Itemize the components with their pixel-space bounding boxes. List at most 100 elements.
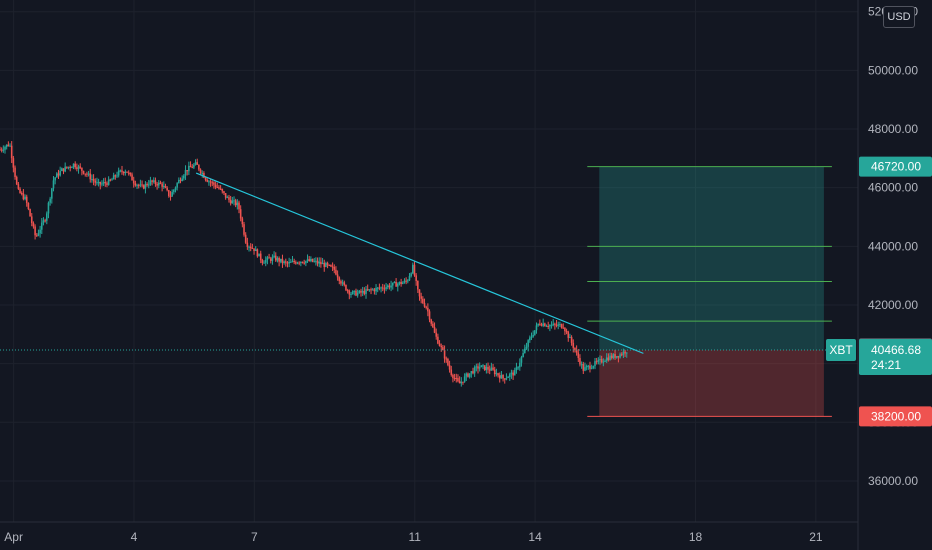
- candle-body: [4, 146, 6, 150]
- candle-body: [569, 337, 571, 339]
- candle-body: [216, 187, 219, 189]
- currency-badge[interactable]: USD: [883, 6, 915, 28]
- candle-body: [368, 289, 371, 291]
- candle-body: [122, 171, 125, 174]
- candle-body: [124, 171, 127, 174]
- candle-body: [191, 167, 194, 169]
- candle-body: [358, 290, 361, 293]
- time-tick-label: 14: [528, 530, 542, 544]
- candle-body: [94, 180, 97, 183]
- candle-body: [330, 265, 332, 267]
- candle-body: [326, 263, 329, 265]
- candle-body: [383, 288, 386, 290]
- candle-body: [298, 262, 300, 264]
- candle-body: [463, 376, 466, 382]
- candle-body: [96, 182, 98, 184]
- candle-body: [64, 166, 66, 172]
- candle-body: [188, 165, 190, 172]
- candle-body: [381, 287, 384, 289]
- candle-body: [356, 292, 359, 296]
- candle-body: [201, 172, 204, 174]
- candle-body: [453, 378, 456, 380]
- candle-body: [263, 262, 265, 264]
- candle-body: [438, 343, 441, 347]
- candle-body: [234, 200, 237, 206]
- candle-body: [161, 183, 163, 187]
- candle-body: [52, 180, 55, 189]
- candle-body: [477, 366, 479, 369]
- candle-body: [502, 374, 504, 379]
- candle-body: [34, 226, 36, 236]
- candle-body: [290, 261, 292, 263]
- candle-body: [30, 216, 33, 224]
- candle-body: [440, 346, 443, 348]
- candle-body: [276, 257, 279, 261]
- candle-body: [447, 358, 449, 366]
- candle-body: [156, 184, 158, 186]
- symbol-tag-label: XBT: [829, 343, 853, 357]
- candle-body: [559, 324, 561, 326]
- candle-body: [584, 367, 586, 371]
- candle-body: [340, 281, 342, 284]
- candle-body: [572, 342, 575, 348]
- candle-body: [490, 367, 493, 371]
- candle-body: [513, 370, 516, 376]
- candle-body: [181, 178, 183, 181]
- candle-body: [475, 366, 478, 368]
- candle-body: [2, 149, 5, 151]
- candle-body: [303, 262, 305, 264]
- candle-body: [131, 174, 133, 181]
- candle-body: [619, 354, 621, 358]
- candle-body: [104, 182, 107, 184]
- time-axis[interactable]: Apr 4 7 11 14 18 21: [0, 521, 858, 544]
- candle-body: [17, 184, 20, 189]
- candle-body: [555, 324, 558, 326]
- long-position-tool[interactable]: [587, 166, 832, 417]
- candle-body: [254, 249, 257, 252]
- candle-body: [209, 181, 212, 183]
- candle-body: [256, 249, 259, 257]
- candle-body: [229, 199, 232, 204]
- candle-body: [84, 173, 87, 175]
- candle-body: [241, 218, 244, 225]
- candle-body: [0, 149, 3, 151]
- candle-body: [457, 378, 459, 382]
- candle-body: [363, 290, 366, 294]
- candle-body: [106, 183, 108, 185]
- chart-overlays: [0, 172, 858, 354]
- candle-body: [567, 331, 570, 338]
- candle-body: [136, 184, 138, 186]
- time-tick-label: Apr: [4, 530, 23, 544]
- candle-body: [562, 327, 565, 329]
- candle-body: [550, 325, 553, 327]
- candle-body: [570, 337, 573, 343]
- candle-body: [176, 183, 178, 188]
- candle-body: [524, 348, 526, 354]
- candle-body: [233, 200, 235, 202]
- candle-body: [293, 260, 295, 263]
- candle-body: [512, 372, 514, 376]
- candle-body: [445, 358, 448, 360]
- candle-body: [575, 350, 578, 353]
- candle-body: [478, 367, 481, 369]
- candle-body: [537, 323, 539, 326]
- candle-body: [351, 291, 354, 295]
- price-tick-label: 42000.00: [868, 298, 918, 312]
- candle-body: [311, 258, 314, 262]
- candle-body: [129, 172, 132, 175]
- candle-body: [604, 360, 606, 362]
- candle-body: [71, 167, 73, 169]
- candle-body: [435, 332, 438, 337]
- candle-body: [544, 323, 546, 327]
- candle-body: [425, 306, 427, 308]
- price-axis[interactable]: 36000.0038000.0040000.0042000.0044000.00…: [857, 0, 918, 550]
- candle-body: [295, 262, 297, 264]
- candle-body: [485, 366, 488, 371]
- candle-body: [607, 357, 610, 361]
- candle-body: [288, 261, 290, 264]
- candle-body: [248, 246, 250, 248]
- candle-body: [0, 149, 1, 151]
- candle-body: [10, 145, 13, 159]
- candle-body: [99, 181, 102, 185]
